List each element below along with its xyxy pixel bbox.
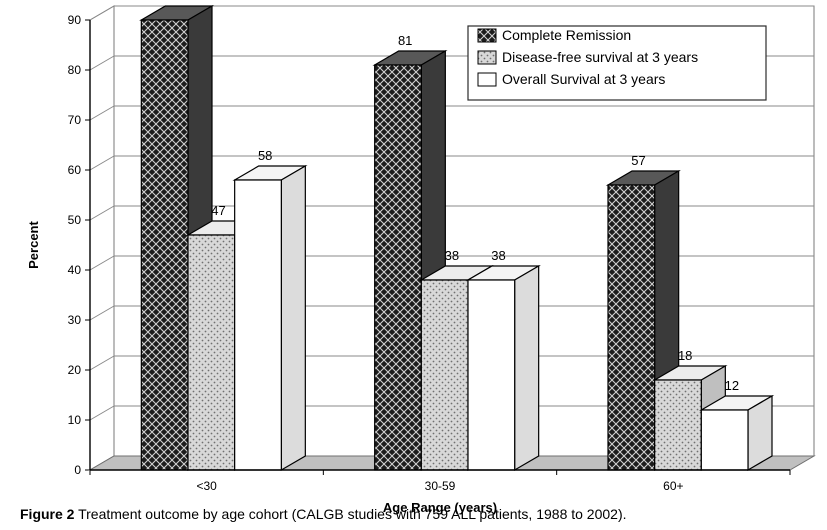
svg-text:90: 90: [68, 13, 82, 27]
svg-text:80: 80: [68, 63, 82, 77]
bar-chart-svg: 0 10 20 30 40 50 60 70 80 90 Percent 90 47 58 <30 81 38 3…: [0, 0, 827, 530]
svg-text:20: 20: [68, 363, 82, 377]
svg-text:0: 0: [74, 463, 81, 477]
figure-caption-body: Treatment outcome by age cohort (CALGB s…: [78, 506, 626, 522]
svg-text:60+: 60+: [663, 479, 683, 493]
chart-figure: 0 10 20 30 40 50 60 70 80 90 Percent 90 47 58 <30 81 38 3…: [0, 0, 827, 530]
svg-text:60: 60: [68, 163, 82, 177]
svg-text:70: 70: [68, 113, 82, 127]
svg-text:<30: <30: [196, 479, 217, 493]
figure-label: Figure 2: [20, 506, 74, 522]
svg-text:Percent: Percent: [26, 220, 41, 268]
svg-text:40: 40: [68, 263, 82, 277]
svg-text:Disease-free survival at 3 yea: Disease-free survival at 3 years: [502, 49, 698, 65]
svg-text:58: 58: [258, 148, 272, 163]
svg-text:38: 38: [445, 248, 459, 263]
svg-text:90: 90: [165, 0, 179, 3]
svg-text:30-59: 30-59: [425, 479, 456, 493]
svg-text:50: 50: [68, 213, 82, 227]
svg-text:18: 18: [678, 348, 692, 363]
svg-text:47: 47: [211, 203, 225, 218]
svg-text:30: 30: [68, 313, 82, 327]
svg-text:Overall Survival at 3 years: Overall Survival at 3 years: [502, 71, 665, 87]
figure-caption: Figure 2 Treatment outcome by age cohort…: [20, 506, 627, 522]
svg-text:Complete Remission: Complete Remission: [502, 27, 631, 43]
svg-text:81: 81: [398, 33, 412, 48]
svg-text:10: 10: [68, 413, 82, 427]
svg-text:12: 12: [725, 378, 739, 393]
svg-text:38: 38: [491, 248, 505, 263]
svg-text:57: 57: [631, 153, 645, 168]
